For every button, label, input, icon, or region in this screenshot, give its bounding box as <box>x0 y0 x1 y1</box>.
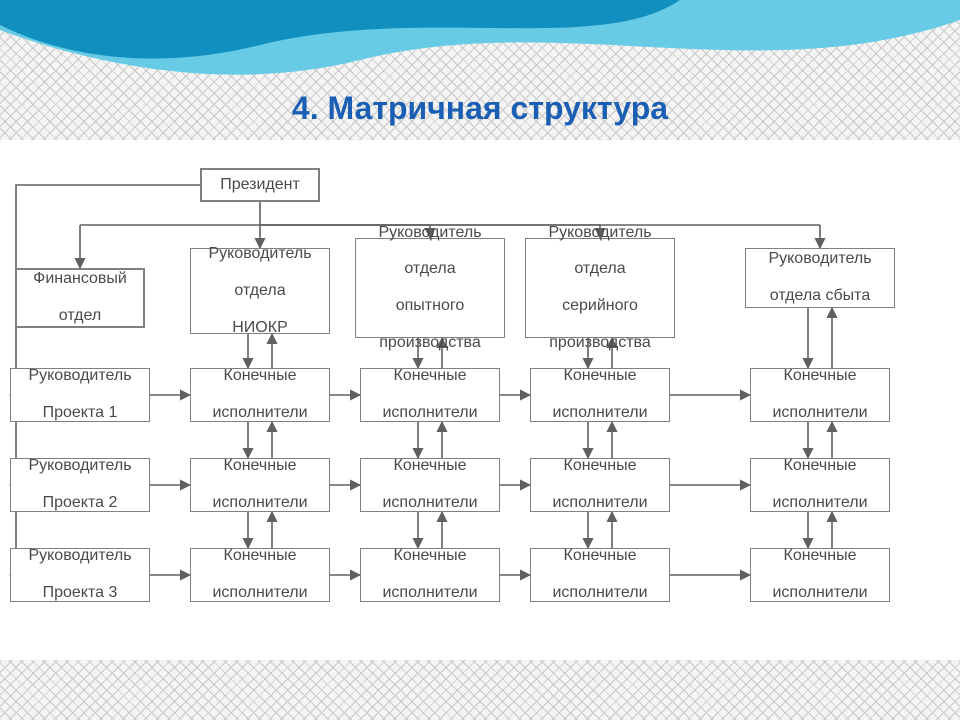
node-label: Конечные <box>394 547 467 565</box>
node-label: отдел <box>59 307 101 325</box>
node-label: серийного <box>562 297 638 315</box>
node-e34: Конечные исполнители <box>750 548 890 602</box>
node-label: Конечные <box>564 547 637 565</box>
node-e14: Конечные исполнители <box>750 368 890 422</box>
node-label: исполнители <box>772 584 867 602</box>
node-label: исполнители <box>382 404 477 422</box>
node-label: Конечные <box>224 367 297 385</box>
node-label: НИОКР <box>232 319 288 337</box>
node-label: исполнители <box>212 494 307 512</box>
node-label: Руководитель <box>768 250 871 268</box>
node-label: опытного <box>396 297 465 315</box>
org-chart: Президент Финансовый отдел Руководитель отде… <box>0 148 960 652</box>
node-label: исполнители <box>212 584 307 602</box>
node-e22: Конечные исполнители <box>360 458 500 512</box>
node-e32: Конечные исполнители <box>360 548 500 602</box>
node-d_ser: Руководительотделасерийногопроизводства <box>525 238 675 338</box>
node-e21: Конечные исполнители <box>190 458 330 512</box>
node-pm1: Руководитель Проекта 1 <box>10 368 150 422</box>
node-e24: Конечные исполнители <box>750 458 890 512</box>
node-e23: Конечные исполнители <box>530 458 670 512</box>
node-label: Конечные <box>784 547 857 565</box>
header-hatch-bottom <box>0 660 960 720</box>
node-label: Руководитель <box>548 224 651 242</box>
node-pm2: Руководитель Проекта 2 <box>10 458 150 512</box>
node-e31: Конечные исполнители <box>190 548 330 602</box>
node-label: Конечные <box>564 457 637 475</box>
node-label: Конечные <box>784 457 857 475</box>
node-label: Конечные <box>224 547 297 565</box>
header-wave <box>0 0 960 150</box>
node-label: отдела сбыта <box>770 287 870 305</box>
node-label: Руководитель <box>28 367 131 385</box>
node-e11: Конечные исполнители <box>190 368 330 422</box>
node-e33: Конечные исполнители <box>530 548 670 602</box>
node-label: Руководитель <box>28 547 131 565</box>
node-label: Проекта 2 <box>43 494 118 512</box>
node-label: исполнители <box>552 494 647 512</box>
node-label: Проекта 1 <box>43 404 118 422</box>
node-pm3: Руководитель Проекта 3 <box>10 548 150 602</box>
node-label: исполнители <box>552 584 647 602</box>
node-label: Руководитель <box>208 245 311 263</box>
node-label: производства <box>379 334 480 352</box>
slide-title: 4. Матричная структура <box>0 90 960 127</box>
node-d_niokr: Руководитель отдела НИОКР <box>190 248 330 334</box>
node-label: отдела <box>574 260 625 278</box>
node-label: исполнители <box>772 494 867 512</box>
node-label: исполнители <box>552 404 647 422</box>
node-label: Руководитель <box>378 224 481 242</box>
node-label: отдела <box>234 282 285 300</box>
node-label: Проекта 3 <box>43 584 118 602</box>
node-label: исполнители <box>212 404 307 422</box>
node-label: Президент <box>220 176 300 194</box>
node-label: Конечные <box>224 457 297 475</box>
node-label: исполнители <box>382 584 477 602</box>
node-label: исполнители <box>382 494 477 512</box>
node-e12: Конечные исполнители <box>360 368 500 422</box>
node-label: Руководитель <box>28 457 131 475</box>
node-label: производства <box>549 334 650 352</box>
node-label: отдела <box>404 260 455 278</box>
node-e13: Конечные исполнители <box>530 368 670 422</box>
node-label: Финансовый <box>33 270 127 288</box>
node-d_opyt: Руководительотделаопытногопроизводства <box>355 238 505 338</box>
node-president: Президент <box>200 168 320 202</box>
node-label: Конечные <box>394 367 467 385</box>
node-label: Конечные <box>394 457 467 475</box>
node-label: Конечные <box>784 367 857 385</box>
node-label: Конечные <box>564 367 637 385</box>
node-fin: Финансовый отдел <box>15 268 145 328</box>
node-label: исполнители <box>772 404 867 422</box>
node-d_sbyt: Руководитель отдела сбыта <box>745 248 895 308</box>
